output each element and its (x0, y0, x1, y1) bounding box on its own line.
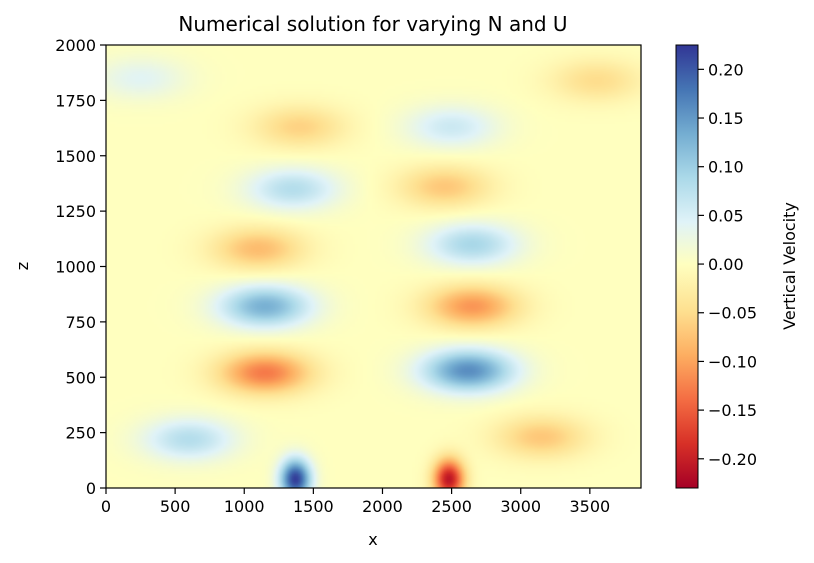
plot-area (106, 45, 641, 488)
colorbar-tick-label: −0.20 (708, 450, 757, 469)
colorbar-tick-label: −0.05 (708, 304, 757, 323)
y-tick-label: 0 (86, 479, 96, 498)
x-tick-label: 2000 (362, 497, 403, 516)
x-tick-label: 2500 (431, 497, 472, 516)
colorbar-label: Vertical Velocity (780, 202, 799, 330)
colorbar-tick-label: 0.10 (708, 158, 744, 177)
x-tick-label: 3500 (569, 497, 610, 516)
colorbar-tick-label: −0.10 (708, 352, 757, 371)
colorbar-tick-label: 0.15 (708, 109, 744, 128)
y-axis: 0 250 500 750 1000 1250 1500 1750 2000 (55, 36, 106, 498)
colorbar-ticks: −0.20 −0.15 −0.10 −0.05 0.00 0.05 0.10 0.15 0.20 (698, 60, 757, 469)
y-axis-label: z (13, 262, 32, 270)
y-tick-label: 250 (65, 424, 96, 443)
heatmap-field (106, 45, 641, 488)
chart-title: Numerical solution for varying N and U (178, 12, 567, 36)
y-tick-label: 1750 (55, 91, 96, 110)
x-tick-label: 0 (101, 497, 111, 516)
colorbar-tick-label: 0.00 (708, 255, 744, 274)
y-tick-label: 1250 (55, 202, 96, 221)
colorbar (675, 44, 699, 489)
y-tick-label: 750 (65, 313, 96, 332)
x-axis-label: x (368, 530, 377, 549)
colorbar-tick-label: 0.20 (708, 60, 744, 79)
x-tick-label: 500 (160, 497, 191, 516)
y-tick-label: 1000 (55, 258, 96, 277)
colorbar-tick-label: 0.05 (708, 206, 744, 225)
x-tick-label: 3000 (500, 497, 541, 516)
x-tick-label: 1500 (293, 497, 334, 516)
x-axis: 0 500 1000 1500 2000 2500 3000 3500 (101, 488, 610, 516)
x-tick-label: 1000 (224, 497, 265, 516)
y-tick-label: 1500 (55, 147, 96, 166)
y-tick-label: 2000 (55, 36, 96, 55)
colorbar-tick-label: −0.15 (708, 401, 757, 420)
y-tick-label: 500 (65, 368, 96, 387)
